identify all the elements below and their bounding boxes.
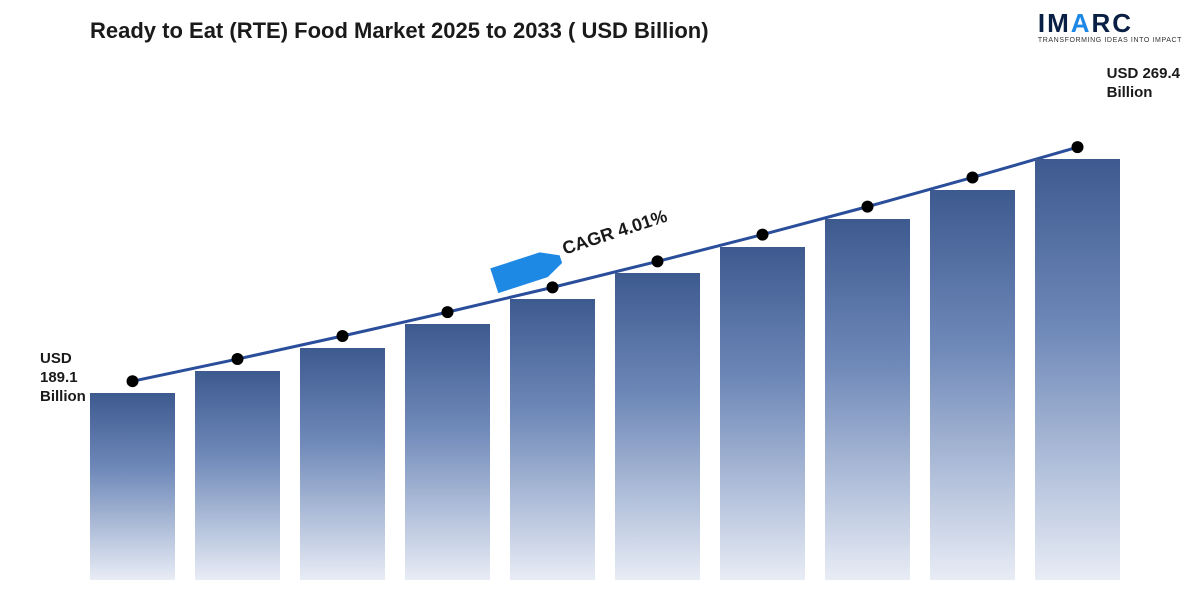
logo-text-post: RC (1092, 8, 1134, 38)
bar (90, 393, 175, 580)
bar (300, 348, 385, 580)
start-label-line3: Billion (40, 388, 86, 407)
bar (930, 190, 1015, 581)
bar (1035, 159, 1120, 580)
chart-area: USD 189.1 Billion USD 269.4 Billion CAGR… (90, 70, 1170, 580)
start-label-line2: 189.1 (40, 369, 86, 388)
bar (195, 371, 280, 580)
bar (825, 219, 910, 580)
logo-text-accent: A (1071, 8, 1092, 38)
logo-wordmark: IMARC (1038, 12, 1182, 35)
brand-logo: IMARC TRANSFORMING IDEAS INTO IMPACT (1038, 12, 1182, 44)
start-value-label: USD 189.1 Billion (40, 350, 86, 406)
bar (615, 273, 700, 580)
bar (405, 324, 490, 580)
chart-title: Ready to Eat (RTE) Food Market 2025 to 2… (90, 18, 709, 44)
bar (510, 299, 595, 580)
start-label-line1: USD (40, 350, 86, 369)
bar (720, 247, 805, 580)
logo-text-pre: IM (1038, 8, 1071, 38)
logo-tagline: TRANSFORMING IDEAS INTO IMPACT (1038, 37, 1182, 44)
